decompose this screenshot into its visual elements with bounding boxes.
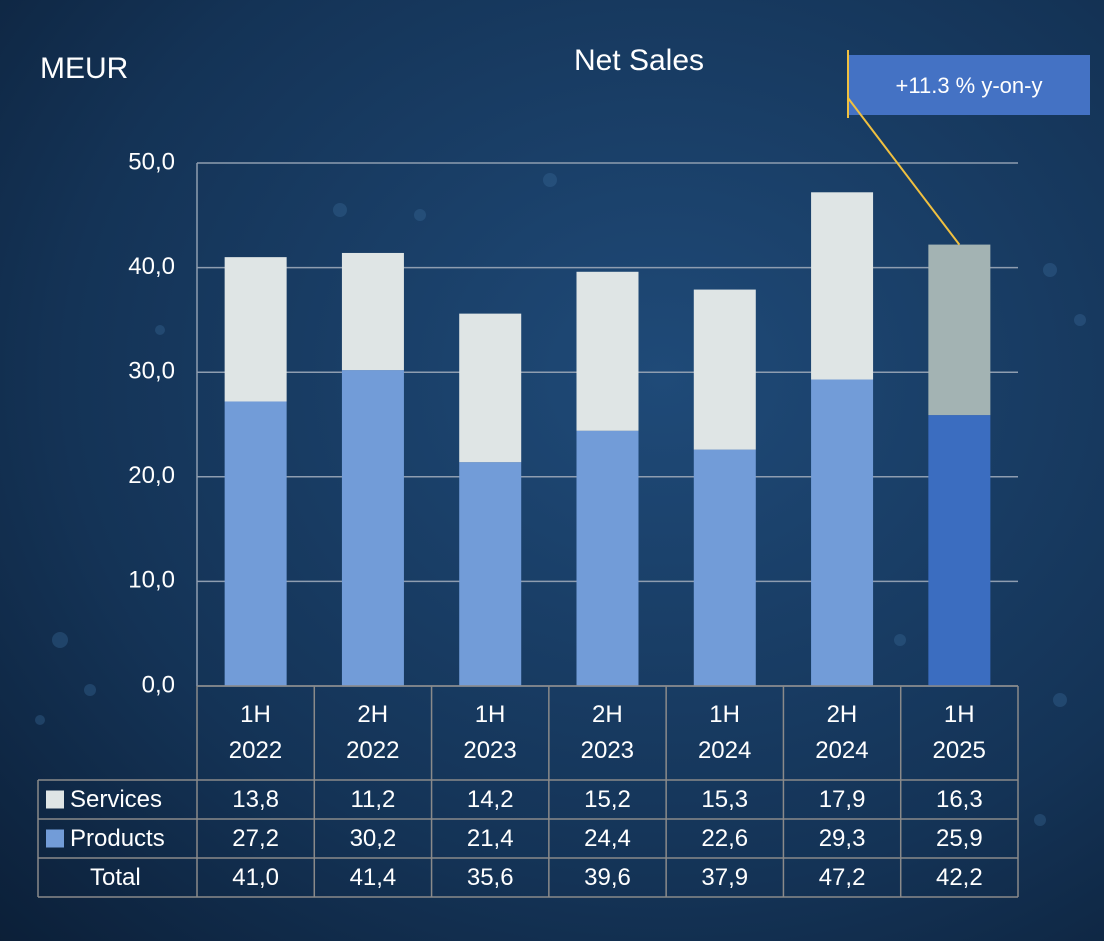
table-total: 37,9 bbox=[701, 864, 748, 891]
x-tick-cell: 2H 2024 bbox=[783, 686, 900, 780]
table-total: 39,6 bbox=[584, 864, 631, 891]
x-tick-cell: 1H 2022 bbox=[197, 686, 314, 780]
unit-label: MEUR bbox=[40, 52, 128, 85]
legend-swatch bbox=[46, 829, 64, 848]
table-value: 17,9 bbox=[819, 786, 866, 813]
bar-segment bbox=[459, 462, 522, 686]
table-total: 42,2 bbox=[936, 864, 983, 891]
x-tick-label: 1H 2025 bbox=[932, 701, 986, 764]
table-value: 30,2 bbox=[350, 825, 397, 852]
x-tick-cell: 1H 2025 bbox=[901, 686, 1018, 780]
x-tick-cell: 1H 2023 bbox=[432, 686, 549, 780]
x-tick-cell: 2H 2022 bbox=[314, 686, 431, 780]
bar-segment bbox=[811, 379, 874, 686]
bar-segment bbox=[224, 401, 287, 686]
legend-label: Services bbox=[70, 786, 162, 813]
y-tick-label: 20,0 bbox=[128, 462, 175, 489]
bar-segment bbox=[693, 289, 756, 450]
bar-segment bbox=[576, 430, 639, 686]
table-value: 14,2 bbox=[467, 786, 514, 813]
y-tick-label: 10,0 bbox=[128, 567, 175, 594]
table-value: 29,3 bbox=[819, 825, 866, 852]
table-total: 47,2 bbox=[819, 864, 866, 891]
bar-segment bbox=[928, 415, 991, 686]
x-tick-label: 1H 2024 bbox=[697, 701, 752, 764]
bar-segment bbox=[693, 449, 756, 686]
y-tick-label: 50,0 bbox=[128, 148, 175, 175]
table-value: 22,6 bbox=[701, 825, 748, 852]
bar-segment bbox=[341, 370, 404, 686]
table-value: 11,2 bbox=[350, 786, 395, 813]
x-tick-label: 2H 2022 bbox=[346, 701, 400, 764]
annotation-box bbox=[848, 55, 1090, 115]
table-value: 21,4 bbox=[467, 825, 514, 852]
y-tick-label: 30,0 bbox=[128, 358, 175, 385]
x-tick-label: 2H 2023 bbox=[580, 701, 635, 764]
y-tick-label: 0,0 bbox=[142, 671, 175, 698]
table-total: 35,6 bbox=[467, 864, 514, 891]
x-tick-label-box: 2H 2024 bbox=[783, 686, 900, 780]
table-value: 27,2 bbox=[232, 825, 279, 852]
bar-segment bbox=[224, 257, 287, 402]
table-value: 15,3 bbox=[701, 786, 748, 813]
legend-label: Products bbox=[70, 825, 165, 852]
background-dots bbox=[35, 173, 1086, 826]
x-tick-cell: 2H 2023 bbox=[549, 686, 666, 780]
annotation-leader bbox=[847, 97, 961, 246]
x-tick-label: 2H 2024 bbox=[815, 701, 869, 764]
table-total: 41,4 bbox=[350, 864, 397, 891]
table-value: 13,8 bbox=[232, 786, 279, 813]
x-tick-label-box: 1H 2025 bbox=[901, 686, 1018, 780]
bar-segment bbox=[576, 271, 639, 431]
y-tick-label: 40,0 bbox=[128, 253, 175, 280]
table-value: 16,3 bbox=[936, 786, 983, 813]
x-tick-label: 1H 2022 bbox=[228, 701, 283, 764]
legend-swatch bbox=[46, 790, 64, 809]
table-value: 15,2 bbox=[584, 786, 631, 813]
bar-segment bbox=[459, 313, 522, 463]
table-total: 41,0 bbox=[232, 864, 279, 891]
bar-segment bbox=[811, 192, 874, 380]
table-value: 25,9 bbox=[936, 825, 983, 852]
total-label: Total bbox=[90, 864, 141, 891]
x-tick-label-box: 1H 2023 bbox=[432, 686, 549, 780]
x-tick-label-box: 2H 2022 bbox=[314, 686, 431, 780]
x-tick-label-box: 1H 2024 bbox=[666, 686, 783, 780]
bar-segment bbox=[341, 252, 404, 371]
x-tick-label: 1H 2023 bbox=[463, 701, 517, 764]
chart-title: Net Sales bbox=[574, 44, 704, 77]
annotation: +11.3 % y-on-y bbox=[896, 73, 1043, 98]
x-tick-label-box: 2H 2023 bbox=[549, 686, 666, 780]
x-tick-cell: 1H 2024 bbox=[666, 686, 783, 780]
table-value: 24,4 bbox=[584, 825, 631, 852]
bar-segment bbox=[928, 244, 991, 416]
x-tick-label-box: 1H 2022 bbox=[197, 686, 314, 780]
